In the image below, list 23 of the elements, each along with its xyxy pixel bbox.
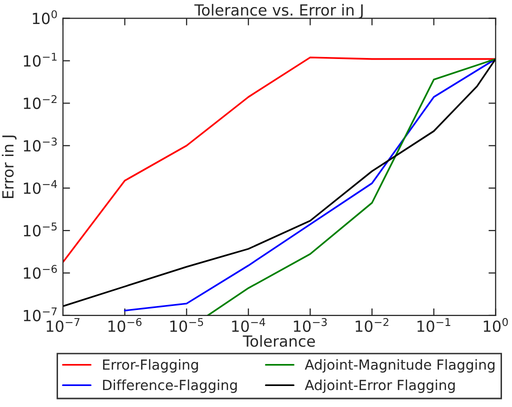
x-tick-label: 10$^{−5}$ bbox=[170, 318, 204, 332]
x-tick-label: 10$^{−1}$ bbox=[418, 318, 450, 332]
x-axis-title: Tolerance bbox=[242, 335, 315, 347]
legend-label: Adjoint-Error Flagging bbox=[304, 380, 455, 393]
chart-title: Tolerance vs. Error in J bbox=[194, 4, 363, 19]
legend-label: Error-Flagging bbox=[103, 359, 198, 373]
x-tick-label: 10$^{−2}$ bbox=[356, 318, 388, 332]
legend-label: Adjoint-Magnitude Flagging bbox=[304, 359, 494, 373]
legend-label: Difference-Flagging bbox=[103, 380, 237, 393]
x-tick-label: 10$^{−6}$ bbox=[108, 318, 142, 332]
y-tick-label: 10$^{−5}$ bbox=[24, 222, 57, 236]
y-axis-title: Error in J bbox=[2, 136, 17, 198]
y-tick-label: 10$^{−3}$ bbox=[24, 138, 57, 152]
x-tick-label: 10$^{−3}$ bbox=[294, 318, 327, 332]
x-tick-label: 10$^{0}$ bbox=[484, 318, 508, 332]
y-tick-label: 10$^{−4}$ bbox=[24, 180, 57, 194]
line-series bbox=[62, 56, 496, 263]
y-tick-label: 10$^{−1}$ bbox=[24, 52, 57, 67]
y-tick-label: 10$^{−2}$ bbox=[24, 95, 56, 110]
y-tick-label: 10$^{0}$ bbox=[32, 10, 57, 24]
x-tick-label: 10$^{−4}$ bbox=[232, 318, 266, 332]
y-tick-label: 10$^{−6}$ bbox=[24, 264, 57, 279]
line-series bbox=[124, 58, 496, 312]
